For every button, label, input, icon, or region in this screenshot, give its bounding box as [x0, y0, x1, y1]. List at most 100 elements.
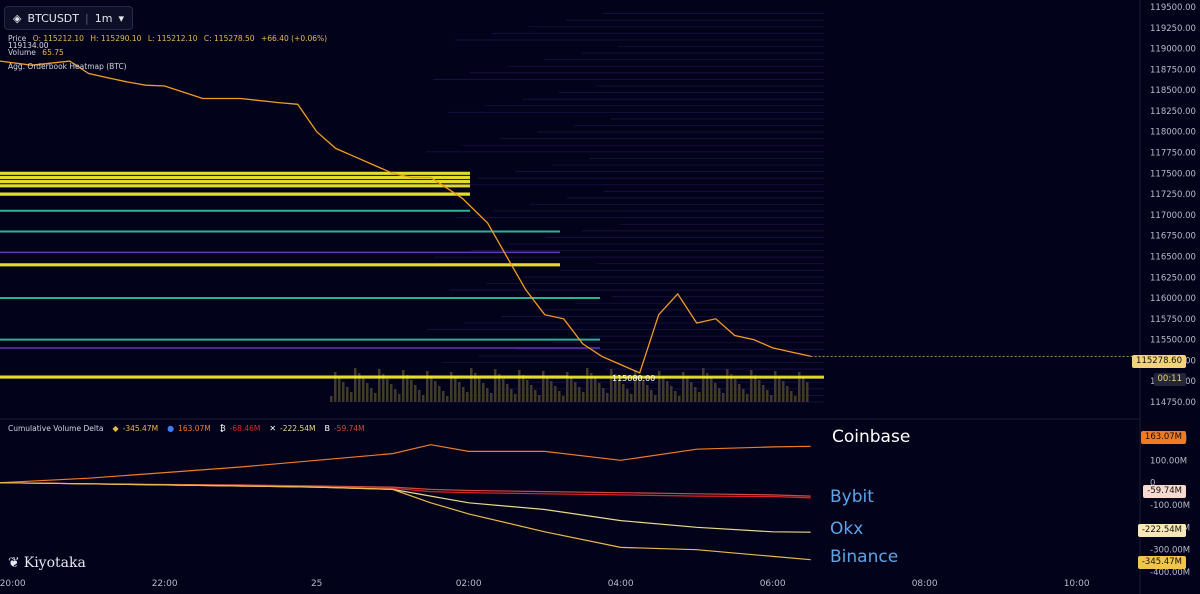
volume-bar — [546, 376, 549, 402]
volume-bar — [554, 386, 557, 402]
low-marker: 115080.00 — [612, 374, 656, 383]
bitget-badge: -59.74M — [1143, 485, 1186, 498]
bybit-icon: ₿ — [219, 424, 226, 433]
volume-label: Volume — [8, 48, 36, 57]
volume-bar — [702, 368, 705, 402]
coinbase-label: Coinbase — [832, 427, 911, 447]
cvd-line-bybit — [0, 482, 811, 499]
price-tick-label: 117750.00 — [1150, 149, 1196, 159]
volume-bar — [658, 371, 661, 402]
volume-bar — [390, 384, 393, 402]
volume-bar — [530, 385, 533, 402]
volume-bar — [798, 372, 801, 402]
volume-bar — [346, 387, 349, 402]
volume-bar — [618, 379, 621, 402]
volume-bar — [458, 382, 461, 402]
volume-bar — [494, 369, 497, 402]
cvd-tick-label: -400.00M — [1150, 568, 1190, 578]
volume-bar — [398, 394, 401, 402]
volume-bar — [466, 392, 469, 402]
volume-bar — [426, 371, 429, 402]
price-axis: 119500.00 119250.00 119000.00 118750.00 1185… — [1150, 3, 1196, 408]
volume-bar — [594, 378, 597, 402]
volume-bar — [778, 376, 781, 402]
volume-bar — [766, 390, 769, 402]
volume-bar — [694, 387, 697, 402]
volume-bar — [730, 374, 733, 402]
volume-bar — [430, 376, 433, 402]
cvd-line-coinbase — [0, 444, 811, 484]
volume-bar — [366, 383, 369, 402]
price-tick-label: 117500.00 — [1150, 169, 1196, 179]
volume-bar — [422, 395, 425, 402]
price-tick-label: 119500.00 — [1150, 3, 1196, 13]
cvd-bybit: ₿ -68.46M — [219, 424, 261, 433]
diamond-icon: ◈ — [13, 11, 22, 25]
volume-bar — [562, 396, 565, 402]
price-tick-label: 116250.00 — [1150, 273, 1196, 283]
volume-bar — [382, 374, 385, 402]
price-tick-label: 118250.00 — [1150, 107, 1196, 117]
volume-bar — [790, 391, 793, 402]
low-value: L: 115212.10 — [147, 34, 198, 43]
time-tick-label: 02:00 — [456, 579, 482, 589]
volume-bar — [486, 388, 489, 402]
price-tick-label: 114750.00 — [1150, 398, 1196, 408]
open-value: O: 115212.10 — [32, 34, 84, 43]
volume-bar — [538, 395, 541, 402]
price-tick-label: 116750.00 — [1150, 232, 1196, 242]
divider: | — [85, 11, 89, 25]
volume-bar — [638, 375, 641, 402]
volume-bar — [670, 386, 673, 402]
volume-bar — [606, 393, 609, 402]
volume-bar — [406, 375, 409, 402]
volume-bar — [550, 381, 553, 402]
volume-bar — [414, 385, 417, 402]
symbol-selector[interactable]: ◈ BTCUSDT | 1m ▾ — [4, 6, 133, 30]
volume-bar — [662, 376, 665, 402]
volume-bar — [726, 369, 729, 402]
cvd-series — [0, 444, 811, 561]
volume-bar — [802, 377, 805, 402]
volume-bar — [334, 372, 337, 402]
volume-value: 65.75 — [42, 48, 64, 57]
volume-bar — [418, 390, 421, 402]
time-tick-label: 04:00 — [608, 579, 634, 589]
volume-bar — [558, 391, 561, 402]
volume-bar — [734, 379, 737, 402]
price-tick-label: 116000.00 — [1150, 294, 1196, 304]
volume-bar — [706, 373, 709, 402]
volume-bar — [622, 384, 625, 402]
countdown-badge: 00:11 — [1153, 373, 1186, 386]
close-value: C: 115278.50 — [203, 34, 255, 43]
volume-bar — [634, 370, 637, 402]
time-tick-label: 06:00 — [760, 579, 786, 589]
volume-bar — [786, 386, 789, 402]
cvd-line-okx — [0, 482, 811, 533]
price-badge: 115278.60 — [1132, 355, 1186, 368]
volume-bar — [646, 385, 649, 402]
cvd-line-binance — [0, 482, 811, 561]
high-value: H: 115290.10 — [90, 34, 142, 43]
volume-bar — [718, 388, 721, 402]
volume-bar — [454, 377, 457, 402]
volume-bar — [446, 396, 449, 402]
logo-text: Kiyotaka — [23, 555, 86, 571]
volume-bar — [438, 386, 441, 402]
price-tick-label: 119000.00 — [1150, 45, 1196, 55]
volume-bar — [462, 387, 465, 402]
price-tick-label: 117000.00 — [1150, 211, 1196, 221]
price-tick-label: 118750.00 — [1150, 65, 1196, 75]
volume-bar — [474, 373, 477, 402]
volume-bar — [354, 368, 357, 402]
okx-label: Okx — [830, 519, 864, 539]
volume-bar — [478, 378, 481, 402]
price-tick-label: 119250.00 — [1150, 24, 1196, 34]
volume-bar — [566, 372, 569, 402]
cvd-bitget: B -59.74M — [324, 424, 365, 433]
volume-bar — [674, 391, 677, 402]
price-tick-label: 115500.00 — [1150, 336, 1196, 346]
volume-bar — [738, 384, 741, 402]
volume-bar — [522, 375, 525, 402]
